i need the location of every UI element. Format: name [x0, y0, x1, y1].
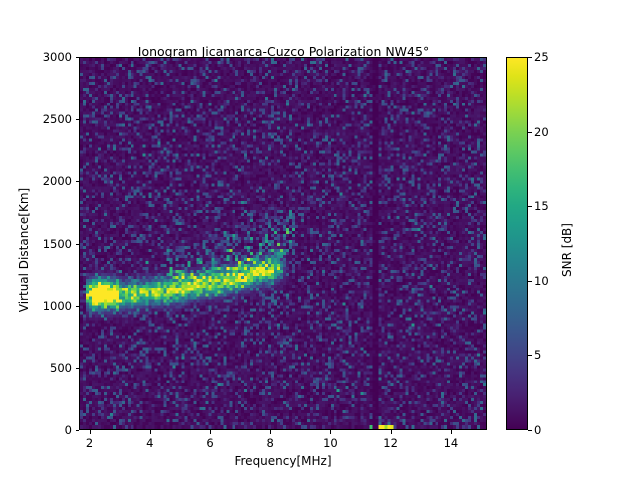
y-tick-label-0: 0	[64, 423, 72, 437]
y-tick-label-500: 500	[50, 360, 72, 375]
x-tick-label-10: 10	[323, 436, 338, 450]
y-tick-label-2000: 2000	[42, 174, 72, 189]
x-axis-label: Frequency[MHz]	[234, 454, 332, 468]
x-tick-2	[89, 430, 91, 434]
y-axis-label: Virtual Distance[Km]	[17, 187, 31, 313]
colorbar-tick-5	[528, 355, 532, 357]
x-tick-label-4: 4	[146, 436, 154, 450]
y-tick-2500	[75, 119, 79, 121]
colorbar-tick-label-5: 5	[534, 348, 542, 363]
figure-title-line-1: Ionogram Jicamarca-Cuzco Polarization NW…	[137, 44, 430, 59]
x-tick-label-8: 8	[266, 436, 274, 450]
colorbar-tick-label-0: 0	[534, 423, 542, 437]
ionogram-heatmap-canvas	[80, 58, 486, 429]
x-tick-14	[450, 430, 452, 434]
colorbar-tick-25	[528, 57, 532, 58]
x-tick-label-2: 2	[85, 436, 94, 450]
y-tick-label-1000: 1000	[42, 298, 72, 313]
colorbar-tick-label-20: 20	[534, 124, 549, 139]
x-tick-8	[270, 430, 272, 434]
y-tick-label-2500: 2500	[42, 112, 72, 127]
colorbar-tick-label-25: 25	[534, 50, 549, 64]
x-tick-label-14: 14	[443, 436, 459, 450]
x-tick-10	[330, 430, 332, 434]
colorbar-tick-10	[528, 280, 532, 282]
x-tick-label-12: 12	[383, 436, 398, 450]
colorbar-tick-label-15: 15	[534, 199, 549, 214]
x-tick-4	[149, 430, 151, 434]
colorbar-tick-label-10: 10	[534, 273, 549, 288]
colorbar-label: SNR [dB]	[560, 223, 574, 277]
colorbar-tick-15	[528, 206, 532, 208]
x-tick-label-6: 6	[206, 436, 214, 450]
y-tick-1000	[75, 305, 79, 307]
y-tick-0	[75, 430, 79, 431]
x-tick-6	[210, 430, 211, 434]
x-tick-12	[390, 430, 392, 434]
ionogram-plot-area	[79, 57, 487, 430]
snr-colorbar	[506, 57, 528, 430]
colorbar-tick-0	[528, 430, 532, 431]
y-tick-2000	[75, 181, 79, 183]
y-tick-500	[75, 367, 79, 369]
y-tick-1500	[75, 243, 79, 245]
y-tick-label-3000: 3000	[42, 50, 72, 64]
colorbar-tick-20	[528, 131, 532, 133]
y-tick-label-1500: 1500	[42, 236, 72, 251]
y-tick-3000	[75, 57, 79, 58]
